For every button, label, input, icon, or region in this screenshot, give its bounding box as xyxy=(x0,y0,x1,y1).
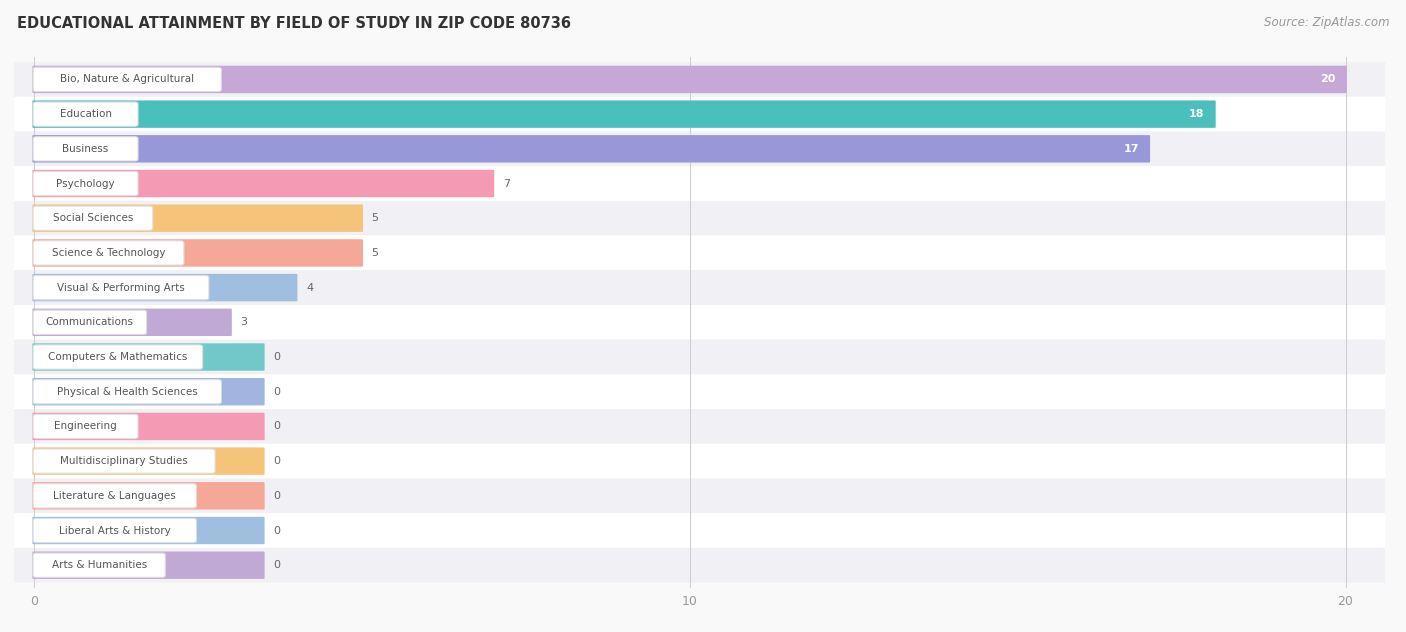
FancyBboxPatch shape xyxy=(34,553,166,578)
FancyBboxPatch shape xyxy=(1,62,1406,97)
Text: 0: 0 xyxy=(273,560,280,570)
FancyBboxPatch shape xyxy=(32,517,264,544)
Text: 4: 4 xyxy=(307,283,314,293)
FancyBboxPatch shape xyxy=(1,131,1406,166)
Text: 0: 0 xyxy=(273,526,280,535)
Text: EDUCATIONAL ATTAINMENT BY FIELD OF STUDY IN ZIP CODE 80736: EDUCATIONAL ATTAINMENT BY FIELD OF STUDY… xyxy=(17,16,571,31)
FancyBboxPatch shape xyxy=(34,67,221,92)
Text: 17: 17 xyxy=(1123,144,1139,154)
FancyBboxPatch shape xyxy=(32,240,363,267)
Text: 5: 5 xyxy=(371,213,378,223)
FancyBboxPatch shape xyxy=(34,102,138,126)
Text: Social Sciences: Social Sciences xyxy=(53,213,134,223)
Text: Computers & Mathematics: Computers & Mathematics xyxy=(48,352,187,362)
FancyBboxPatch shape xyxy=(34,206,153,231)
Text: 0: 0 xyxy=(273,491,280,501)
FancyBboxPatch shape xyxy=(32,274,298,301)
FancyBboxPatch shape xyxy=(34,449,215,473)
FancyBboxPatch shape xyxy=(34,518,197,543)
Text: Engineering: Engineering xyxy=(55,422,117,432)
Text: Bio, Nature & Agricultural: Bio, Nature & Agricultural xyxy=(60,75,194,85)
Text: 7: 7 xyxy=(503,178,510,188)
Text: Literature & Languages: Literature & Languages xyxy=(53,491,176,501)
FancyBboxPatch shape xyxy=(32,170,494,197)
FancyBboxPatch shape xyxy=(1,236,1406,270)
FancyBboxPatch shape xyxy=(32,205,363,232)
FancyBboxPatch shape xyxy=(34,483,197,508)
FancyBboxPatch shape xyxy=(1,339,1406,374)
Text: 20: 20 xyxy=(1320,75,1336,85)
FancyBboxPatch shape xyxy=(1,97,1406,131)
FancyBboxPatch shape xyxy=(34,241,184,265)
FancyBboxPatch shape xyxy=(32,552,264,579)
Text: Source: ZipAtlas.com: Source: ZipAtlas.com xyxy=(1264,16,1389,29)
FancyBboxPatch shape xyxy=(32,413,264,440)
FancyBboxPatch shape xyxy=(1,305,1406,339)
Text: Visual & Performing Arts: Visual & Performing Arts xyxy=(58,283,184,293)
Text: 3: 3 xyxy=(240,317,247,327)
FancyBboxPatch shape xyxy=(34,171,138,196)
Text: 18: 18 xyxy=(1189,109,1205,119)
Text: 5: 5 xyxy=(371,248,378,258)
Text: Education: Education xyxy=(59,109,111,119)
Text: Liberal Arts & History: Liberal Arts & History xyxy=(59,526,170,535)
FancyBboxPatch shape xyxy=(32,135,1150,162)
Text: 0: 0 xyxy=(273,387,280,397)
Text: 0: 0 xyxy=(273,456,280,466)
Text: Psychology: Psychology xyxy=(56,178,115,188)
FancyBboxPatch shape xyxy=(32,482,264,509)
FancyBboxPatch shape xyxy=(1,478,1406,513)
FancyBboxPatch shape xyxy=(32,343,264,371)
Text: Communications: Communications xyxy=(46,317,134,327)
FancyBboxPatch shape xyxy=(34,345,202,369)
FancyBboxPatch shape xyxy=(34,137,138,161)
FancyBboxPatch shape xyxy=(1,548,1406,583)
FancyBboxPatch shape xyxy=(34,414,138,439)
FancyBboxPatch shape xyxy=(34,310,146,334)
FancyBboxPatch shape xyxy=(1,409,1406,444)
Text: Physical & Health Sciences: Physical & Health Sciences xyxy=(56,387,198,397)
FancyBboxPatch shape xyxy=(1,270,1406,305)
FancyBboxPatch shape xyxy=(32,308,232,336)
Text: Multidisciplinary Studies: Multidisciplinary Studies xyxy=(60,456,188,466)
Text: Business: Business xyxy=(62,144,108,154)
Text: Arts & Humanities: Arts & Humanities xyxy=(52,560,146,570)
FancyBboxPatch shape xyxy=(32,378,264,405)
FancyBboxPatch shape xyxy=(1,201,1406,236)
FancyBboxPatch shape xyxy=(34,276,209,300)
Text: 0: 0 xyxy=(273,352,280,362)
Text: Science & Technology: Science & Technology xyxy=(52,248,166,258)
FancyBboxPatch shape xyxy=(1,444,1406,478)
FancyBboxPatch shape xyxy=(34,380,221,404)
FancyBboxPatch shape xyxy=(1,513,1406,548)
FancyBboxPatch shape xyxy=(32,66,1347,93)
Text: 0: 0 xyxy=(273,422,280,432)
FancyBboxPatch shape xyxy=(32,447,264,475)
FancyBboxPatch shape xyxy=(32,100,1216,128)
FancyBboxPatch shape xyxy=(1,374,1406,409)
FancyBboxPatch shape xyxy=(1,166,1406,201)
